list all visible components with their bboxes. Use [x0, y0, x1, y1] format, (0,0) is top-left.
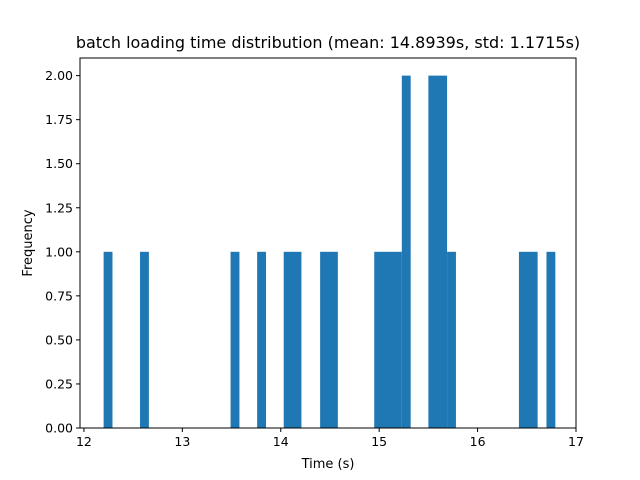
y-axis-label: Frequency [21, 209, 36, 276]
histogram-bar-5 [320, 251, 338, 428]
x-tick-label: 17 [568, 434, 584, 449]
histogram-bar-0 [103, 251, 113, 428]
histogram-bar-2 [230, 251, 240, 428]
x-axis-label: Time (s) [301, 457, 355, 472]
x-tick-label: 15 [371, 434, 387, 449]
x-axis: 12 13 14 15 16 17 [76, 428, 584, 449]
histogram-bar-4 [283, 251, 302, 428]
histogram-bar-10 [518, 251, 538, 428]
y-tick-label: 0.75 [45, 288, 73, 303]
histogram-bar-3 [257, 251, 266, 428]
x-tick-label: 16 [470, 434, 486, 449]
y-tick-label: 1.50 [45, 156, 73, 171]
y-axis: 0.00 0.25 0.50 0.75 1.00 1.25 1.50 1.75 2.00 [45, 68, 80, 436]
x-tick-label: 13 [174, 434, 190, 449]
plot-frame [79, 57, 577, 429]
y-tick-label: 1.75 [45, 112, 73, 127]
histogram-bar-1 [140, 251, 149, 428]
histogram-bar-9 [447, 251, 456, 428]
y-tick-label: 0.00 [45, 421, 73, 436]
y-tick-label: 1.00 [45, 244, 73, 259]
histogram-bar-11 [546, 251, 556, 428]
y-tick-label: 0.25 [45, 376, 73, 391]
histogram-bar-6 [374, 251, 402, 428]
x-tick-label: 14 [273, 434, 289, 449]
y-tick-label: 2.00 [45, 68, 73, 83]
bars-group [103, 75, 556, 428]
x-tick-label: 12 [76, 434, 92, 449]
histogram-bar-7 [401, 75, 411, 428]
histogram-bar-8 [428, 75, 448, 428]
y-tick-label: 1.25 [45, 200, 73, 215]
chart-title: batch loading time distribution (mean: 1… [76, 33, 580, 52]
y-tick-label: 0.50 [45, 332, 73, 347]
